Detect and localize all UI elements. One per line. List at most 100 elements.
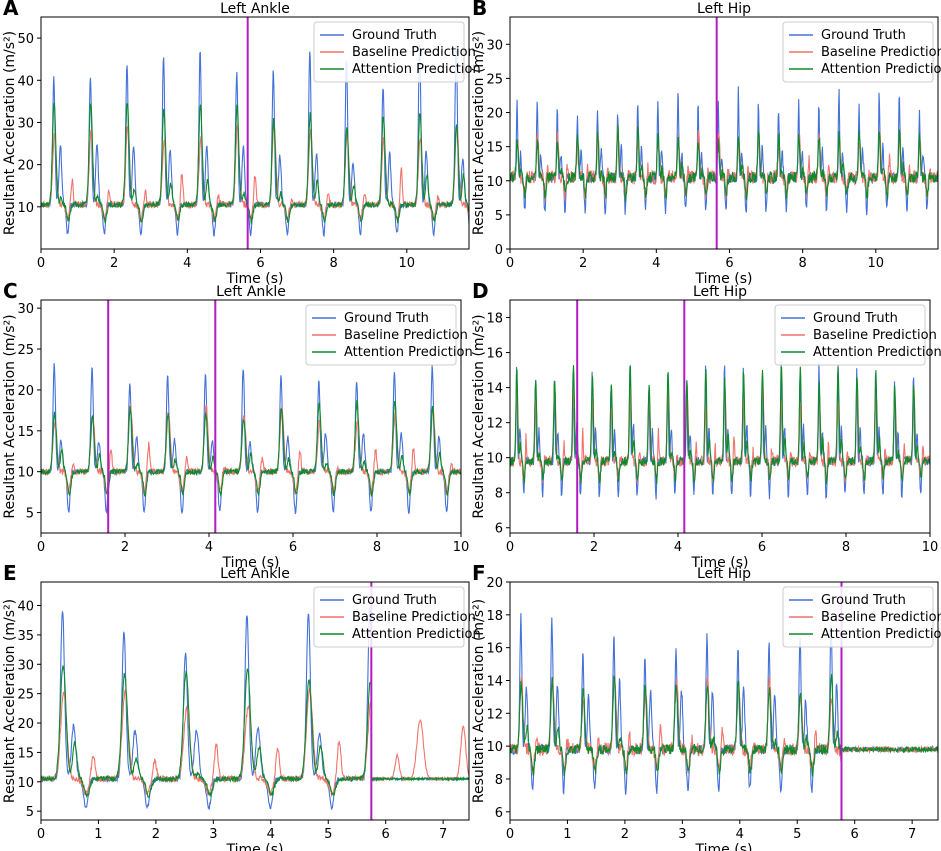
- x-tick-label: 8: [373, 540, 381, 555]
- y-tick-label: 25: [17, 343, 34, 358]
- ground-truth-line: [510, 86, 938, 216]
- y-tick-label: 35: [17, 629, 34, 644]
- y-tick-label: 14: [486, 382, 503, 397]
- legend-label: Ground Truth: [352, 593, 437, 608]
- x-axis-label: Time (s): [226, 271, 284, 287]
- x-tick-label: 0: [37, 827, 45, 842]
- axes-frame: [40, 16, 470, 250]
- y-tick-label: 15: [486, 141, 503, 156]
- y-axis-label: Resultant Acceleration (m/s²): [471, 31, 487, 235]
- y-tick-label: 30: [17, 302, 34, 317]
- panel-title: Left Hip: [697, 566, 751, 582]
- axes-frame: [40, 581, 470, 821]
- x-tick-label: 1: [563, 827, 571, 842]
- legend-box: [782, 586, 934, 648]
- y-tick-label: 10: [486, 452, 503, 467]
- attention-prediction-line: [41, 102, 469, 226]
- x-axis-label: Time (s): [222, 555, 280, 571]
- panel-letter: E: [3, 561, 17, 585]
- legend-box: [774, 304, 926, 366]
- legend: Ground Truth Baseline Prediction Attention…: [313, 21, 481, 83]
- x-tick-label: 10: [453, 540, 470, 555]
- y-tick-label: 30: [17, 116, 34, 131]
- y-tick-label: 30: [486, 38, 503, 53]
- legend-label: Attention Prediction: [352, 62, 481, 77]
- x-tick-label: 3: [209, 827, 217, 842]
- y-tick-label: 10: [486, 175, 503, 190]
- y-axis-label: Resultant Acceleration (m/s²): [2, 599, 18, 803]
- y-tick-label: 40: [17, 600, 34, 615]
- x-tick-label: 4: [674, 540, 682, 555]
- x-tick-label: 5: [793, 827, 801, 842]
- axes-frame: [509, 16, 939, 250]
- y-axis-label: Resultant Acceleration (m/s²): [2, 31, 18, 235]
- legend: Ground Truth Baseline Prediction Attention…: [313, 586, 481, 648]
- baseline-prediction-line: [510, 675, 938, 775]
- panel-letter: A: [3, 0, 19, 20]
- attention-prediction-line: [41, 400, 461, 498]
- y-tick-label: 20: [17, 159, 34, 174]
- x-axis-label: Time (s): [695, 271, 753, 287]
- y-tick-label: 14: [486, 674, 503, 689]
- panel-title: Left Ankle: [220, 566, 290, 582]
- x-tick-label: 2: [621, 827, 629, 842]
- panel-letter: C: [3, 279, 18, 303]
- baseline-prediction-line: [510, 382, 930, 484]
- attention-prediction-line: [41, 664, 469, 799]
- x-tick-label: 0: [506, 256, 514, 271]
- panel-letter: B: [472, 0, 487, 20]
- legend-label: Ground Truth: [352, 28, 437, 43]
- y-tick-label: 20: [486, 107, 503, 122]
- legend-label: Baseline Prediction: [352, 45, 476, 60]
- y-tick-label: 5: [495, 209, 503, 224]
- panel-title: Left Hip: [697, 1, 751, 17]
- legend-label: Attention Prediction: [821, 627, 941, 642]
- y-axis-label: Resultant Acceleration (m/s²): [471, 599, 487, 803]
- y-axis-label: Resultant Acceleration (m/s²): [2, 314, 18, 518]
- legend-label: Ground Truth: [821, 28, 906, 43]
- x-tick-label: 0: [37, 540, 45, 555]
- legend-label: Ground Truth: [344, 311, 429, 326]
- y-tick-label: 12: [486, 707, 503, 722]
- x-tick-label: 4: [183, 256, 191, 271]
- panel-title: Left Ankle: [216, 284, 286, 300]
- legend-label: Attention Prediction: [352, 627, 481, 642]
- x-tick-label: 7: [908, 827, 916, 842]
- y-tick-label: 12: [486, 417, 503, 432]
- x-tick-label: 3: [678, 827, 686, 842]
- legend-box: [305, 304, 457, 366]
- legend-box: [782, 21, 934, 83]
- y-tick-label: 16: [486, 347, 503, 362]
- x-tick-label: 6: [256, 256, 264, 271]
- legend: Ground Truth Baseline Prediction Attention…: [782, 21, 941, 83]
- x-tick-label: 5: [324, 827, 332, 842]
- axes-frame: [509, 581, 939, 821]
- x-tick-label: 2: [579, 256, 587, 271]
- x-axis-label: Time (s): [691, 555, 749, 571]
- x-tick-label: 1: [94, 827, 102, 842]
- attention-prediction-line: [510, 365, 930, 485]
- y-axis-label: Resultant Acceleration (m/s²): [471, 314, 487, 518]
- panel-letter: F: [472, 561, 486, 585]
- x-tick-label: 0: [506, 540, 514, 555]
- y-tick-label: 16: [486, 642, 503, 657]
- y-tick-label: 10: [17, 776, 34, 791]
- panel-A: 0 2 4 6 8 10 10 20 30 40 50 Left Ankle Time (s) Resul…: [2, 0, 481, 287]
- y-tick-label: 40: [17, 74, 34, 89]
- y-tick-label: 0: [495, 243, 503, 258]
- panel-E: 0 1 2 3 4 5 6 7 5 10 15 20 25 30 35 40 Left Ankle Time (s…: [2, 561, 481, 851]
- x-tick-label: 4: [267, 827, 275, 842]
- panel-letter: D: [472, 279, 489, 303]
- y-tick-label: 6: [495, 806, 503, 821]
- legend: Ground Truth Baseline Prediction Attention…: [774, 304, 941, 366]
- y-tick-label: 18: [486, 312, 503, 327]
- legend-box: [313, 21, 465, 83]
- x-tick-label: 4: [652, 256, 660, 271]
- legend-label: Baseline Prediction: [813, 328, 937, 343]
- panel-title: Left Hip: [693, 284, 747, 300]
- legend: Ground Truth Baseline Prediction Attention…: [782, 586, 941, 648]
- y-tick-label: 50: [17, 32, 34, 47]
- panel-title: Left Ankle: [220, 1, 290, 17]
- y-tick-label: 25: [17, 688, 34, 703]
